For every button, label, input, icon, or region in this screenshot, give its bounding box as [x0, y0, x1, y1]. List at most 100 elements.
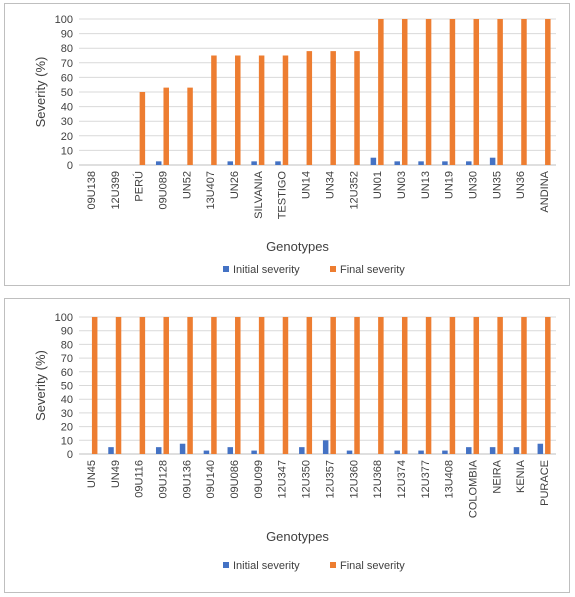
legend-label-final: Final severity: [340, 560, 405, 572]
bar-final-severity: [163, 87, 169, 165]
bar-final-severity: [282, 317, 289, 454]
legend-label-final: Final severity: [340, 264, 405, 276]
x-tick-label: UN36: [515, 171, 527, 199]
x-tick-label: 09U116: [134, 460, 146, 498]
bar-final-severity: [425, 19, 432, 165]
bar-final-severity: [306, 51, 313, 166]
y-tick-label: 90: [61, 326, 73, 338]
bar-final-severity: [473, 19, 480, 165]
x-tick-label: 12U350: [301, 460, 313, 499]
bar-initial-severity: [227, 161, 234, 165]
x-tick-label: 12U347: [277, 460, 289, 499]
bar-final-severity: [425, 317, 432, 454]
bar-final-severity: [330, 317, 336, 454]
x-tick-label: 09U128: [157, 460, 169, 499]
bar-initial-severity: [179, 443, 186, 454]
bar-initial-severity: [370, 157, 377, 165]
y-tick-label: 70: [61, 353, 73, 365]
y-tick-label: 40: [61, 394, 73, 406]
bar-initial-severity: [442, 161, 448, 165]
bar-final-severity: [354, 51, 360, 166]
y-tick-label: 50: [61, 381, 73, 393]
bar-final-severity: [330, 51, 336, 166]
x-tick-label: UN49: [110, 460, 122, 488]
bar-final-severity: [139, 92, 146, 165]
bar-final-severity: [449, 19, 456, 165]
bar-final-severity: [187, 317, 193, 454]
y-tick-label: 90: [61, 29, 73, 41]
x-tick-label: UN52: [181, 171, 193, 199]
x-tick-label: COLOMBIA: [468, 459, 480, 518]
x-tick-label: 12U368: [372, 460, 384, 499]
x-tick-label: 09U140: [205, 460, 217, 499]
x-tick-label: 09U089: [157, 171, 169, 210]
x-tick-label: 13U408: [444, 460, 456, 499]
x-axis-title: Genotypes: [266, 529, 329, 544]
bar-final-severity: [211, 317, 217, 454]
x-tick-label: 13U407: [205, 171, 217, 210]
bar-initial-severity: [227, 447, 234, 454]
y-tick-label: 0: [67, 160, 73, 172]
bar-final-severity: [258, 55, 265, 165]
x-tick-label: PERÚ: [133, 171, 146, 202]
y-tick-label: 100: [55, 14, 73, 26]
bar-initial-severity: [442, 450, 448, 454]
bar-final-severity: [521, 317, 527, 454]
bar-final-severity: [91, 317, 98, 454]
bar-initial-severity: [275, 161, 281, 165]
y-tick-label: 30: [61, 408, 73, 420]
bar-initial-severity: [537, 443, 544, 454]
x-tick-label: UN14: [301, 171, 313, 199]
bar-final-severity: [521, 19, 527, 165]
bar-initial-severity: [489, 157, 496, 165]
x-tick-label: UN13: [420, 171, 432, 199]
bar-initial-severity: [466, 447, 472, 454]
y-tick-label: 60: [61, 367, 73, 379]
y-axis-title: Severity (%): [33, 350, 48, 421]
x-tick-label: UN34: [324, 171, 336, 199]
x-tick-label: 12U374: [396, 460, 408, 499]
x-tick-label: PURACE: [539, 460, 551, 506]
x-tick-label: UN01: [372, 171, 384, 199]
bar-final-severity: [497, 19, 503, 165]
legend-label-initial: Initial severity: [233, 264, 300, 276]
bar-initial-severity: [346, 450, 353, 454]
bar-initial-severity: [322, 440, 329, 454]
y-tick-label: 70: [61, 58, 73, 70]
bar-final-severity: [449, 317, 456, 454]
y-tick-label: 0: [67, 449, 73, 461]
legend-swatch-final: [330, 562, 336, 568]
bar-final-severity: [401, 317, 408, 454]
legend-label-initial: Initial severity: [233, 560, 300, 572]
y-tick-label: 30: [61, 116, 73, 128]
y-tick-label: 10: [61, 145, 73, 157]
x-tick-label: UN30: [468, 171, 480, 199]
bar-final-severity: [235, 317, 241, 454]
x-tick-label: 09U086: [229, 460, 241, 499]
legend-swatch-initial: [223, 266, 229, 272]
y-tick-label: 80: [61, 43, 73, 55]
x-tick-label: UN03: [396, 171, 408, 199]
y-tick-label: 100: [55, 312, 73, 324]
x-tick-label: 09U099: [253, 460, 265, 499]
x-tick-label: 12U377: [420, 460, 432, 499]
severity-chart-1: 0 10 20 30 40 50 60 70 80 90 100 Severity (%) 09U138…: [33, 14, 556, 276]
y-tick-label: 20: [61, 131, 73, 143]
legend-swatch-initial: [223, 562, 229, 568]
bar-final-severity: [115, 317, 122, 454]
bar-initial-severity: [489, 447, 496, 454]
legend-swatch-final: [330, 266, 336, 272]
x-tick-label: UN45: [86, 460, 98, 488]
bar-initial-severity: [203, 450, 210, 454]
bar-final-severity: [282, 55, 289, 165]
bar-initial-severity: [418, 450, 424, 454]
bar-initial-severity: [394, 161, 400, 165]
bar-final-severity: [545, 19, 551, 165]
x-tick-label: UN19: [444, 171, 456, 199]
bar-final-severity: [545, 317, 551, 454]
y-tick-label: 80: [61, 339, 73, 351]
x-tick-label: ANDINA: [539, 170, 551, 212]
bar-initial-severity: [155, 447, 162, 454]
y-tick-label: 20: [61, 422, 73, 434]
